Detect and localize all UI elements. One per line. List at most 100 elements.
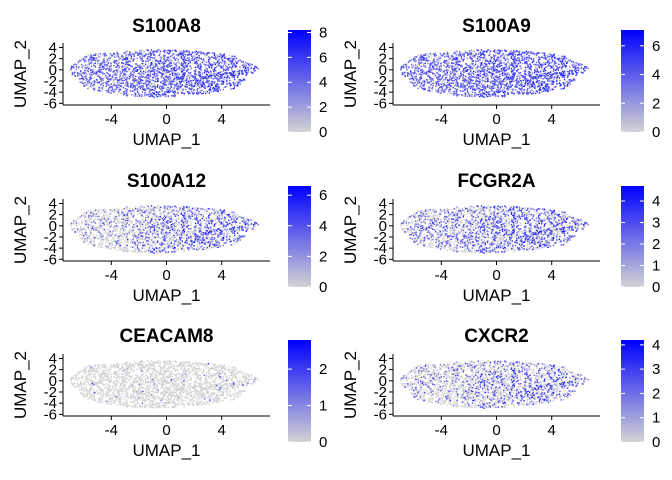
cell-point [470, 68, 472, 70]
cell-point [534, 70, 537, 73]
cell-point [554, 62, 556, 65]
cell-point [70, 69, 72, 71]
cell-point [174, 58, 176, 60]
cell-point [162, 70, 165, 72]
cell-point [584, 65, 587, 68]
cell-point [122, 76, 124, 79]
cell-point [462, 81, 465, 84]
cell-point [165, 79, 167, 81]
cell-point [506, 57, 508, 60]
cell-point [112, 90, 114, 92]
cell-point [455, 90, 458, 92]
cell-point [178, 67, 180, 69]
cell-point [112, 85, 114, 87]
cell-point [433, 76, 436, 78]
cell-point [547, 60, 550, 62]
cell-point [139, 80, 141, 83]
cell-point [141, 95, 143, 98]
cell-point [544, 63, 547, 66]
cell-point [127, 83, 129, 85]
cell-point [88, 86, 91, 88]
cell-point [544, 72, 547, 74]
cell-point [164, 68, 166, 71]
cell-point [143, 65, 145, 67]
cell-point [429, 62, 431, 65]
cell-point [411, 81, 413, 83]
cell-point [93, 71, 96, 73]
cell-point [236, 73, 238, 75]
plot-title: S100A9 [462, 16, 531, 37]
cell-point [120, 82, 122, 84]
cell-point [94, 87, 96, 89]
cell-point [95, 59, 98, 61]
cell-point [489, 91, 492, 93]
cell-point [564, 66, 567, 68]
cell-point [86, 84, 88, 86]
cell-point [181, 77, 183, 79]
cell-point [419, 84, 421, 86]
cell-point [129, 90, 132, 92]
cell-point [470, 79, 472, 81]
cell-point [245, 66, 248, 68]
cell-point [165, 50, 167, 53]
cell-point [551, 70, 553, 72]
cell-point [190, 53, 193, 56]
colorbar-tick-label: 4 [319, 74, 327, 91]
cell-point [185, 65, 188, 67]
cell-point [214, 85, 216, 88]
cell-point [113, 91, 115, 93]
x-tick-label: 0 [162, 111, 170, 128]
cell-point [548, 86, 551, 88]
cell-point [213, 90, 215, 92]
cell-point [415, 77, 417, 79]
cell-point [169, 49, 171, 52]
cell-point [490, 68, 492, 71]
cell-point [422, 80, 424, 82]
cell-point [512, 77, 514, 79]
cell-point [101, 68, 103, 70]
cell-point [563, 72, 565, 74]
cell-point [141, 72, 143, 74]
cell-point [450, 82, 452, 84]
cell-point [440, 65, 442, 67]
cell-point [566, 81, 568, 83]
cell-point [118, 53, 121, 55]
cell-point [451, 59, 454, 61]
cell-point [461, 90, 464, 92]
cell-point [416, 83, 418, 85]
cell-point [453, 74, 455, 76]
cell-point [94, 88, 96, 90]
cell-point [140, 57, 142, 59]
cell-point [222, 81, 224, 83]
cell-point [466, 57, 468, 60]
cell-point [513, 74, 515, 76]
cell-point [433, 54, 436, 56]
cell-point [109, 75, 111, 77]
cell-point [556, 65, 558, 68]
cell-point [549, 61, 551, 64]
cell-point [509, 53, 512, 55]
cell-point [493, 59, 496, 61]
cell-point [460, 84, 462, 86]
cell-point [194, 57, 196, 60]
cell-point [433, 60, 436, 63]
cell-point [554, 86, 556, 88]
cell-point [518, 92, 520, 95]
cell-point [489, 50, 492, 53]
cell-point [192, 62, 194, 65]
cell-point [85, 78, 88, 81]
cell-point [510, 57, 512, 59]
cell-point [192, 51, 194, 53]
cell-point [191, 91, 193, 93]
cell-point [505, 72, 507, 74]
cell-point [547, 56, 549, 58]
cell-point [433, 55, 435, 57]
cell-point [235, 65, 238, 67]
cell-point [491, 75, 493, 77]
cell-point [453, 77, 455, 79]
cell-point [213, 54, 216, 56]
cell-point [470, 57, 472, 59]
cell-point [111, 76, 114, 78]
cell-point [247, 69, 250, 72]
cell-point [183, 53, 185, 55]
